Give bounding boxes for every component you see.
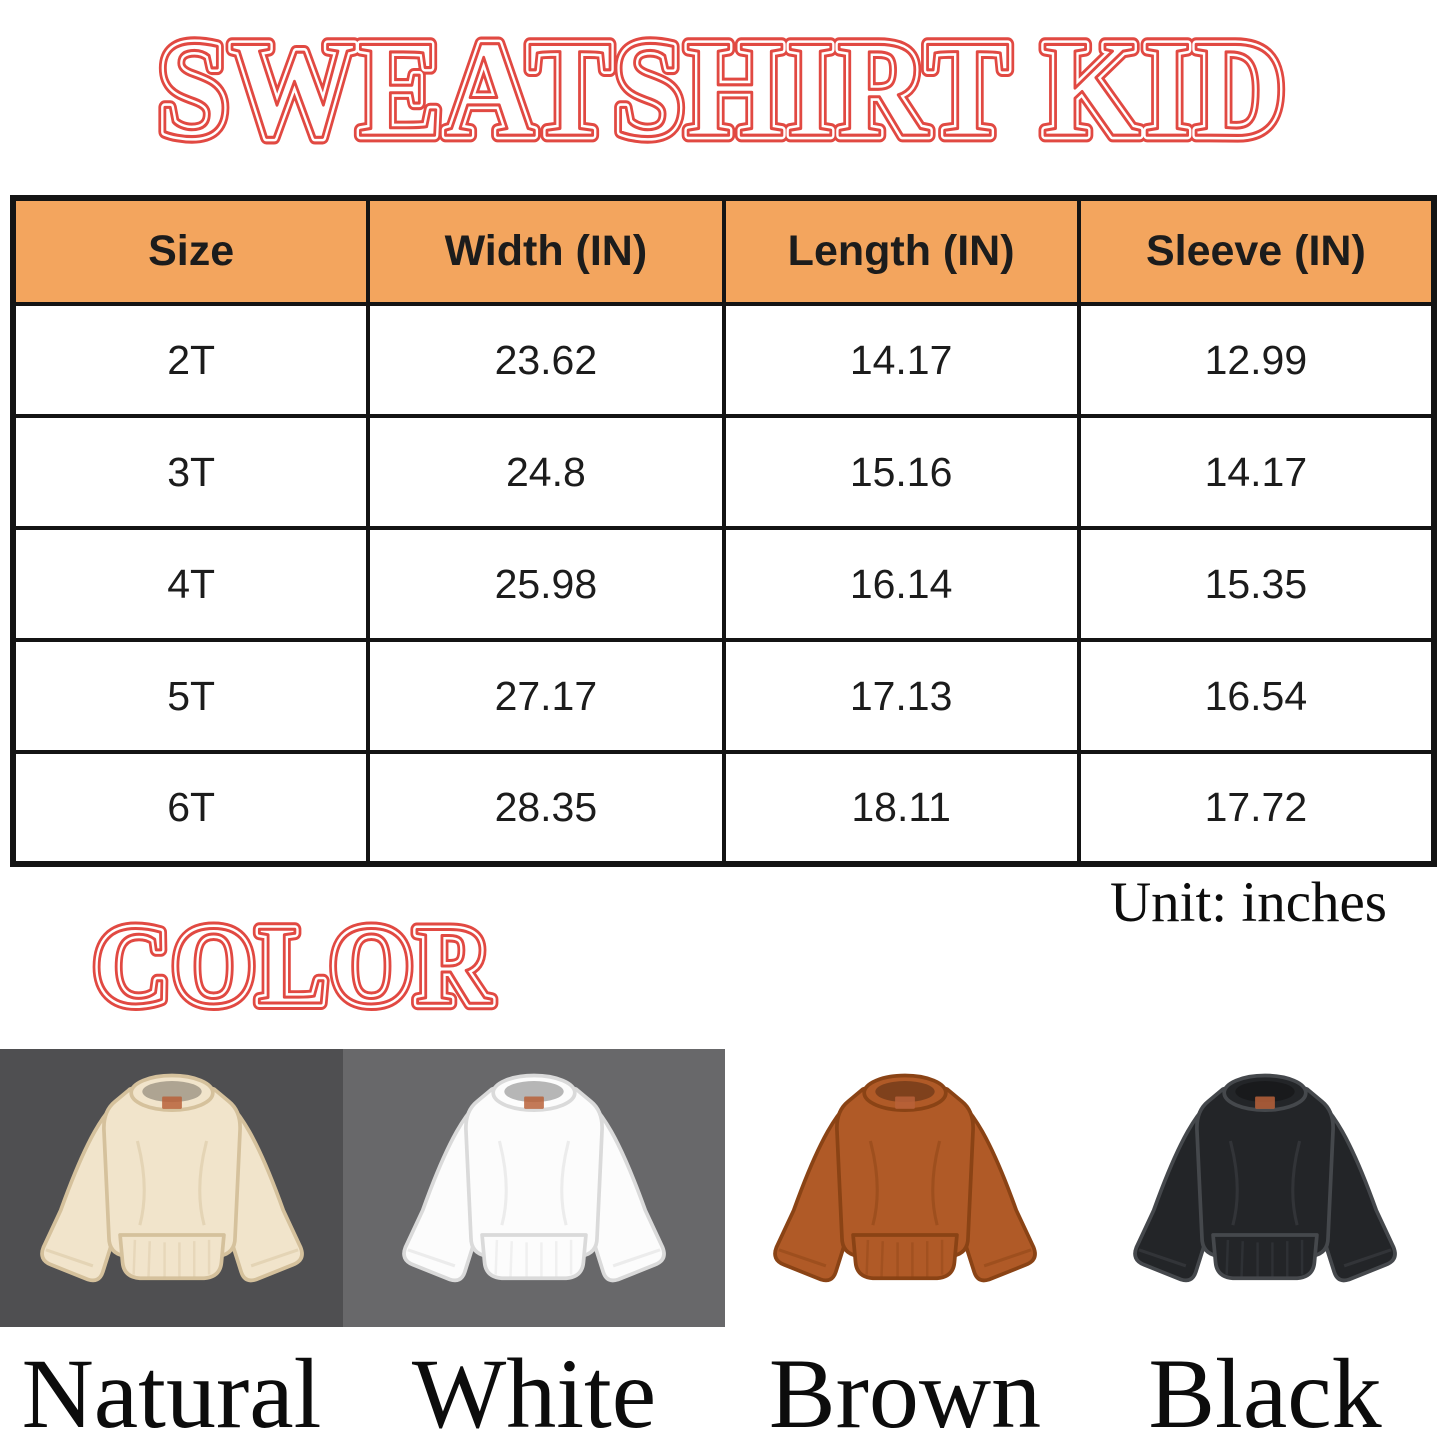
cell-length: 15.16 bbox=[721, 414, 1081, 530]
sweatshirt-natural-icon bbox=[39, 1073, 304, 1283]
cell-sleeve: 12.99 bbox=[1076, 302, 1437, 418]
column-header-sleeve: Sleeve (IN) bbox=[1076, 196, 1437, 306]
cell-width: 25.98 bbox=[366, 526, 726, 642]
cell-width: 23.62 bbox=[366, 302, 726, 418]
column-header-length: Length (IN) bbox=[721, 196, 1081, 306]
color-heading-text-band: COLOR bbox=[94, 903, 494, 1028]
cell-size: 6T bbox=[10, 750, 371, 866]
table-row: 6T 28.35 18.11 17.72 bbox=[10, 750, 1437, 866]
sweatshirt-brown-icon bbox=[773, 1073, 1037, 1283]
color-label-row: Natural White Brown Black bbox=[0, 1332, 1445, 1445]
cell-size: 5T bbox=[10, 638, 371, 754]
cell-length: 14.17 bbox=[721, 302, 1081, 418]
swatch-tile-natural bbox=[0, 1049, 343, 1327]
table-header-row: Size Width (IN) Length (IN) Sleeve (IN) bbox=[10, 196, 1437, 306]
cell-sleeve: 14.17 bbox=[1076, 414, 1437, 530]
color-swatch-row bbox=[0, 1049, 1445, 1327]
cell-length: 18.11 bbox=[721, 750, 1081, 866]
swatch-tile-brown bbox=[725, 1049, 1085, 1327]
cell-length: 16.14 bbox=[721, 526, 1081, 642]
cell-sleeve: 17.72 bbox=[1076, 750, 1437, 866]
cell-width: 24.8 bbox=[366, 414, 726, 530]
page-title-text-band: SWEATSHIRT KID bbox=[158, 12, 1287, 166]
column-header-size: Size bbox=[10, 196, 371, 306]
cell-width: 27.17 bbox=[366, 638, 726, 754]
swatch-tile-white bbox=[343, 1049, 725, 1327]
page-title: SWEATSHIRT KID SWEATSHIRT KID SWEATSHIRT… bbox=[151, 12, 1291, 172]
cell-size: 4T bbox=[10, 526, 371, 642]
cell-length: 17.13 bbox=[721, 638, 1081, 754]
color-label-black: Black bbox=[1148, 1338, 1382, 1445]
table-row: 2T 23.62 14.17 12.99 bbox=[10, 302, 1437, 418]
cell-size: 3T bbox=[10, 414, 371, 530]
page-title-text-inline: SWEATSHIRT KID bbox=[158, 12, 1287, 166]
color-heading-text-inline: COLOR bbox=[94, 903, 494, 1028]
table-row: 5T 27.17 17.13 16.54 bbox=[10, 638, 1437, 754]
cell-size: 2T bbox=[10, 302, 371, 418]
color-label-white: White bbox=[411, 1338, 657, 1445]
color-label-natural: Natural bbox=[21, 1338, 322, 1445]
cell-width: 28.35 bbox=[366, 750, 726, 866]
cell-sleeve: 16.54 bbox=[1076, 638, 1437, 754]
color-heading: COLOR COLOR COLOR bbox=[87, 896, 497, 1034]
cell-sleeve: 15.35 bbox=[1076, 526, 1437, 642]
sweatshirt-white-icon bbox=[402, 1073, 666, 1283]
unit-note: Unit: inches bbox=[1109, 871, 1387, 934]
color-heading-text-outline: COLOR bbox=[94, 903, 494, 1028]
color-label-brown: Brown bbox=[768, 1338, 1042, 1445]
column-header-width: Width (IN) bbox=[366, 196, 726, 306]
table-row: 4T 25.98 16.14 15.35 bbox=[10, 526, 1437, 642]
swatch-tile-black bbox=[1085, 1049, 1445, 1327]
sweatshirt-black-icon bbox=[1133, 1073, 1397, 1283]
table-row: 3T 24.8 15.16 14.17 bbox=[10, 414, 1437, 530]
page-title-text-outline: SWEATSHIRT KID bbox=[158, 12, 1287, 166]
size-table: Size Width (IN) Length (IN) Sleeve (IN) … bbox=[10, 195, 1437, 867]
